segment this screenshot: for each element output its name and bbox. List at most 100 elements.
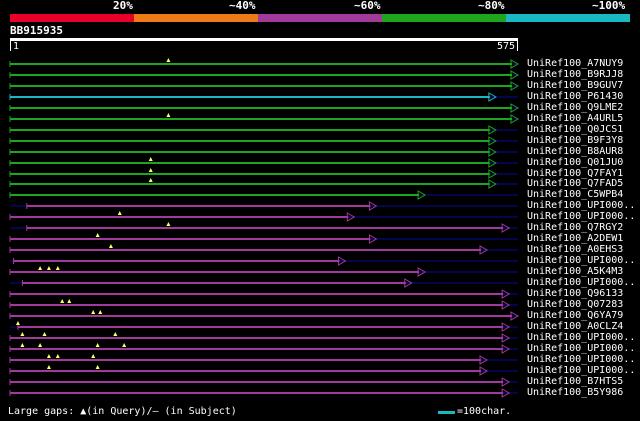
- hit-label[interactable]: UniRef100_A0EHS3: [527, 244, 624, 255]
- hit-label[interactable]: UniRef100_A7NUY9: [527, 58, 624, 69]
- query-gap-icon: [117, 211, 122, 215]
- legend-label-40: ~40%: [229, 0, 256, 12]
- hit-label[interactable]: UniRef100_B9F3Y8: [527, 135, 624, 146]
- legend-bar-80: [382, 14, 506, 22]
- hit-arrow-icon: [501, 377, 511, 387]
- hit-label[interactable]: UniRef100_Q01JU0: [527, 157, 624, 168]
- hit-label[interactable]: UniRef100_UPI000..: [527, 343, 636, 354]
- hit-label[interactable]: UniRef100_UPI000..: [527, 354, 636, 365]
- ruler-start-label: 1: [13, 41, 20, 52]
- hit-arrow-icon: [488, 158, 497, 168]
- hit-label[interactable]: UniRef100_Q7RGY2: [527, 222, 624, 233]
- query-gap-icon: [98, 310, 103, 314]
- hit-arrow-icon: [488, 125, 497, 135]
- hit-label[interactable]: UniRef100_B8AUR8: [527, 146, 624, 157]
- scale-label: =100char.: [457, 406, 512, 417]
- hit-label[interactable]: UniRef100_A2DEW1: [527, 233, 624, 244]
- hit-label[interactable]: UniRef100_UPI000..: [527, 277, 636, 288]
- hit-arrow-icon: [501, 322, 511, 332]
- hit-label[interactable]: UniRef100_B5Y986: [527, 387, 624, 398]
- hit-arrow-icon: [368, 234, 378, 244]
- gaps-legend: Large gaps: ▲(in Query)/— (in Subject): [8, 406, 237, 417]
- query-gap-icon: [166, 222, 171, 226]
- legend-label-100: ~100%: [592, 0, 626, 12]
- hit-label[interactable]: UniRef100_Q7FAD5: [527, 178, 624, 189]
- hit-arrow-icon: [368, 201, 378, 211]
- query-gap-icon: [122, 343, 127, 347]
- hit-arrow-icon: [501, 333, 511, 343]
- hit-arrow-icon: [479, 366, 489, 376]
- query-gap-icon: [38, 343, 43, 347]
- hit-arrow-icon: [346, 212, 356, 222]
- query-gap-icon: [148, 168, 153, 172]
- query-gap-icon: [55, 266, 60, 270]
- hit-arrow-icon: [417, 190, 427, 200]
- query-gap-icon: [148, 178, 153, 182]
- query-gap-icon: [95, 233, 100, 237]
- hit-arrow-icon: [510, 103, 520, 113]
- hit-label[interactable]: UniRef100_Q07283: [527, 299, 624, 310]
- hit-arrow-icon: [501, 344, 511, 354]
- query-ruler: 1 575: [10, 38, 518, 52]
- hit-label[interactable]: UniRef100_UPI000..: [527, 332, 636, 343]
- query-gap-icon: [60, 299, 65, 303]
- hit-arrow-icon: [479, 355, 489, 365]
- legend-bar-40: [134, 14, 258, 22]
- hit-label[interactable]: UniRef100_A5K4M3: [527, 266, 624, 277]
- hit-arrow-icon: [510, 70, 520, 80]
- query-gap-icon: [108, 244, 113, 248]
- hit-arrow-icon: [488, 169, 497, 179]
- hit-label[interactable]: UniRef100_Q9LME2: [527, 102, 624, 113]
- hit-label[interactable]: UniRef100_Q96133: [527, 288, 624, 299]
- hit-arrow-icon: [510, 311, 520, 321]
- legend-label-60: ~60%: [354, 0, 381, 12]
- ruler-bar: [10, 38, 518, 41]
- ruler-tick-start: [10, 41, 11, 51]
- hit-arrow-icon: [488, 136, 497, 146]
- hit-label[interactable]: UniRef100_UPI000..: [527, 365, 636, 376]
- query-gap-icon: [113, 332, 118, 336]
- query-gap-icon: [91, 354, 96, 358]
- hit-label[interactable]: UniRef100_Q0JCS1: [527, 124, 624, 135]
- hit-label[interactable]: UniRef100_B9RJJ8: [527, 69, 624, 80]
- query-gap-icon: [46, 365, 51, 369]
- hit-label[interactable]: UniRef100_C5WPB4: [527, 189, 624, 200]
- ruler-end-label: 575: [496, 41, 515, 52]
- legend-label-80: ~80%: [478, 0, 505, 12]
- hit-label[interactable]: UniRef100_A4URL5: [527, 113, 624, 124]
- query-gap-icon: [67, 299, 72, 303]
- query-gap-icon: [20, 332, 25, 336]
- hit-label[interactable]: UniRef100_Q6YA79: [527, 310, 624, 321]
- hit-arrow-icon: [479, 245, 489, 255]
- query-id: BB915935: [10, 24, 63, 37]
- query-gap-icon: [42, 332, 47, 336]
- query-gap-icon: [15, 321, 20, 325]
- hit-arrow-icon: [501, 388, 511, 398]
- hit-arrow-icon: [404, 278, 413, 288]
- query-gap-icon: [38, 266, 43, 270]
- hit-label[interactable]: UniRef100_P61430: [527, 91, 624, 102]
- query-gap-icon: [20, 343, 25, 347]
- hit-arrow-icon: [510, 59, 520, 69]
- query-gap-icon: [95, 343, 100, 347]
- query-gap-icon: [95, 365, 100, 369]
- hit-label[interactable]: UniRef100_B9GUV7: [527, 80, 624, 91]
- hit-label[interactable]: UniRef100_UPI000..: [527, 211, 636, 222]
- scale-swatch: [438, 411, 455, 414]
- hit-arrow-icon: [501, 300, 511, 310]
- query-gap-icon: [148, 157, 153, 161]
- hit-label[interactable]: UniRef100_UPI000..: [527, 200, 636, 211]
- query-gap-icon: [46, 266, 51, 270]
- hit-arrow-icon: [510, 81, 520, 91]
- hit-label[interactable]: UniRef100_UPI000..: [527, 255, 636, 266]
- hit-label[interactable]: UniRef100_B7HTS5: [527, 376, 624, 387]
- query-gap-icon: [166, 58, 171, 62]
- hit-label[interactable]: UniRef100_A0CLZ4: [527, 321, 624, 332]
- ruler-tick-end: [517, 41, 518, 51]
- hit-arrow-icon: [488, 179, 497, 189]
- query-gap-icon: [46, 354, 51, 358]
- hit-label[interactable]: UniRef100_Q7FAY1: [527, 168, 624, 179]
- hit-arrow-icon: [488, 92, 497, 102]
